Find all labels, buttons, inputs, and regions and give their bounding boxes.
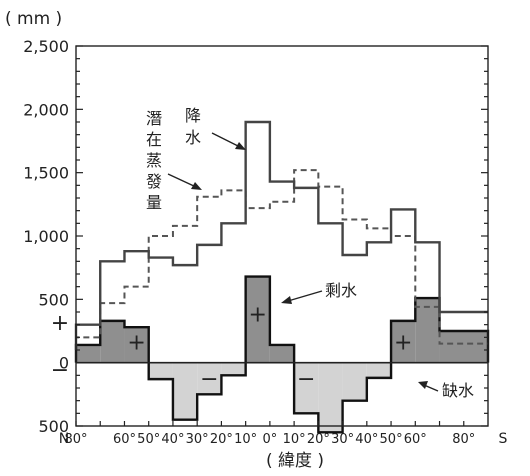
x-tick-label: 0°: [262, 432, 277, 447]
y-tick-label: 1,000: [23, 227, 69, 246]
deficit-arrow-head: [418, 381, 428, 389]
x-end-label-south: S: [499, 431, 508, 447]
evaporation-char: 在: [146, 130, 162, 149]
bar-sign: +: [394, 330, 412, 355]
evaporation-label: 潛在蒸發量: [146, 109, 162, 212]
x-tick-label: 30°: [186, 432, 209, 447]
bar-sign: −: [200, 367, 218, 392]
x-tick-label: 10°: [234, 432, 257, 447]
plus-sign: +: [51, 311, 69, 336]
x-tick-label: 80°: [64, 432, 87, 447]
precipitation-annotation: 降 水: [185, 106, 246, 150]
surplus-arrow-head: [281, 296, 292, 304]
surplus-bar: [269, 344, 295, 363]
y-tick-label: 1,500: [23, 164, 69, 183]
x-tick-label: 80°: [452, 432, 475, 447]
x-axis-labels: 80° 60° 50° 40° 30° 20° 10° 0° 10° 20° 30° 40° 50° 60…: [59, 431, 508, 447]
deficit-bar: [172, 362, 198, 420]
x-tick-label: 20°: [307, 432, 330, 447]
x-axis-title: ( 緯度 ): [266, 451, 324, 471]
surplus-bar: [124, 327, 149, 363]
evaporation-annotation: 潛在蒸發量: [146, 109, 202, 212]
x-tick-label: 10°: [283, 432, 306, 447]
surplus-bar: [439, 331, 488, 363]
x-end-label-north: N: [59, 431, 69, 447]
y-tick-label: 500: [38, 417, 69, 436]
precipitation-arrow-head: [235, 142, 246, 150]
deficit-annotation: 缺水: [418, 381, 474, 400]
precipitation-char-2: 水: [185, 128, 201, 147]
precipitation-line: [74, 120, 488, 350]
surplus-bar: [391, 320, 416, 363]
surplus-deficit-bars: [74, 275, 490, 434]
minus-sign: −: [51, 358, 69, 383]
x-tick-label: 50°: [380, 432, 403, 447]
x-tick-label: 60°: [404, 432, 427, 447]
surplus-bar: [245, 276, 270, 363]
precipitation-char-1: 降: [185, 106, 201, 125]
bar-sign: −: [297, 367, 315, 392]
bar-sign: +: [249, 303, 267, 328]
deficit-bar: [366, 362, 392, 378]
surplus-arrow-shaft: [287, 290, 323, 302]
y-unit-label: ( mm ): [5, 9, 62, 29]
deficit-label: 缺水: [442, 381, 474, 400]
evaporation-arrow-shaft: [167, 173, 197, 188]
deficit-bar: [342, 362, 367, 401]
x-tick-label: 40°: [355, 432, 378, 447]
y-tick-label: 2,500: [23, 37, 69, 56]
x-tick-label: 40°: [161, 432, 184, 447]
deficit-bar: [221, 362, 246, 376]
surplus-bar: [76, 344, 101, 363]
evaporation-char: 蒸: [146, 151, 162, 170]
balance-outline: [74, 275, 490, 434]
evaporation-char: 潛: [146, 109, 162, 128]
bar-sign-markers: + − + − +: [127, 303, 412, 393]
surplus-annotation: 剩水: [281, 281, 357, 304]
y-tick-label: 500: [38, 290, 69, 309]
surplus-label: 剩水: [325, 281, 357, 300]
precipitation-label: 降 水: [185, 106, 206, 147]
y-tick-label: 2,000: [23, 100, 69, 119]
evaporation-char: 發: [146, 172, 162, 191]
y-tick-label: 0: [59, 354, 69, 373]
evaporation-arrow-head: [191, 182, 202, 190]
frame-ticks: [75, 45, 488, 427]
deficit-bar: [318, 362, 343, 433]
deficit-bar: [294, 362, 319, 414]
surplus-bar: [100, 320, 125, 363]
deficit-arrow-shaft: [423, 384, 439, 392]
y-axis-labels: 2,500 2,000 1,500 1,000 500 0 500: [23, 37, 69, 436]
x-tick-label: 50°: [137, 432, 160, 447]
x-tick-label: 60°: [113, 432, 136, 447]
deficit-bar: [197, 362, 222, 395]
evaporation-char: 量: [146, 193, 162, 212]
x-tick-label: 30°: [331, 432, 354, 447]
surplus-bar: [415, 298, 440, 363]
precipitation-arrow-shaft: [211, 132, 241, 148]
plot-frame: [75, 45, 489, 427]
deficit-bar: [148, 362, 173, 380]
x-tick-label: 20°: [210, 432, 233, 447]
bar-sign: +: [127, 330, 145, 355]
